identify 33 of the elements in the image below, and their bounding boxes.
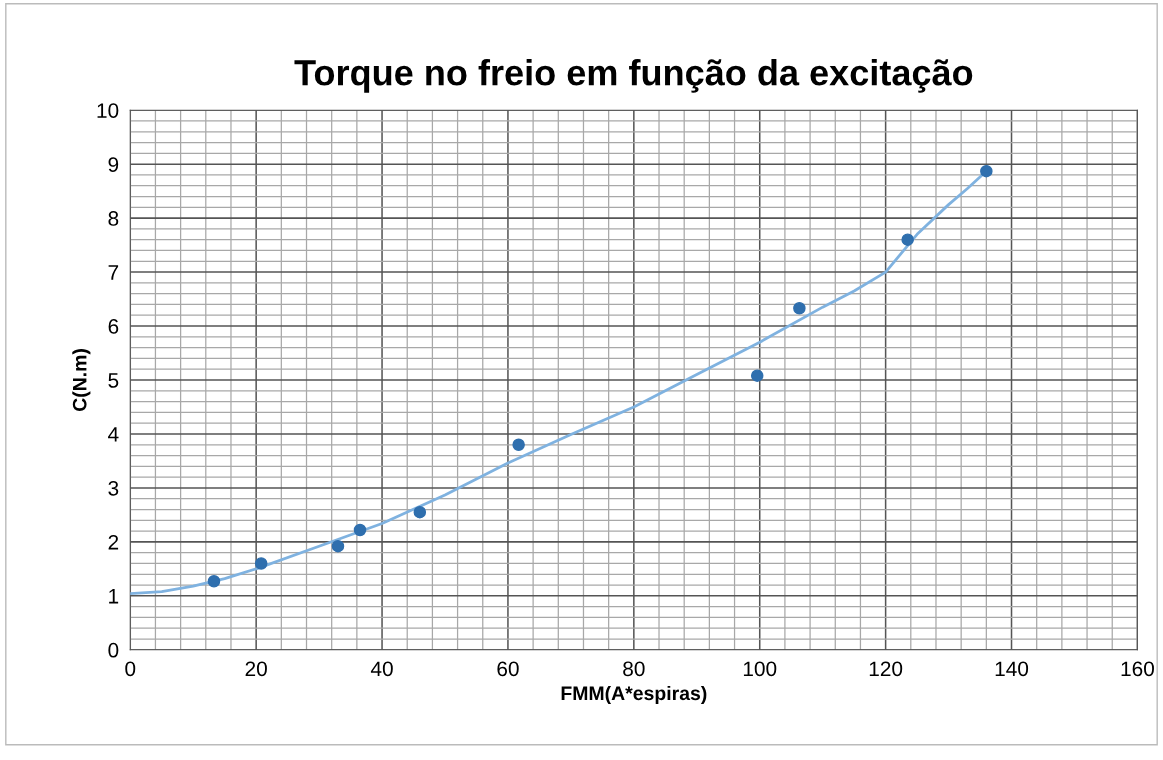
x-tick-label: 0 — [125, 661, 136, 677]
point — [980, 164, 993, 178]
x-axis-title: FMM(A*espiras) — [561, 685, 707, 705]
y-tick-label: 0 — [108, 642, 119, 658]
x-tick-label: 80 — [623, 661, 645, 677]
point — [207, 575, 221, 588]
chart-title: Torque no freio em função da excitação — [294, 59, 973, 93]
y-tick-label: 10 — [97, 103, 119, 118]
point — [901, 233, 914, 246]
x-tick-label: 120 — [869, 661, 903, 677]
y-tick-label: 4 — [108, 427, 119, 442]
point — [750, 369, 764, 382]
y-tick-label: 6 — [108, 319, 119, 334]
point — [512, 438, 525, 452]
point — [254, 557, 268, 570]
point — [331, 539, 345, 553]
x-tick-label: 140 — [995, 661, 1029, 677]
x-tick-label: 40 — [370, 661, 393, 677]
y-tick-label: 2 — [108, 534, 119, 550]
y-tick-label: 9 — [108, 157, 119, 172]
y-axis-title: C(N.m) — [72, 349, 91, 412]
y-tick-label: 7 — [108, 265, 119, 280]
y-tick-label: 5 — [108, 373, 119, 388]
point — [793, 301, 806, 315]
point — [353, 523, 367, 537]
x-tick-label: 100 — [743, 661, 777, 677]
point — [413, 505, 427, 519]
x-tick-label: 60 — [497, 661, 519, 677]
y-tick-label: 1 — [109, 589, 119, 604]
x-tick-label: 20 — [245, 661, 267, 677]
y-tick-label: 3 — [108, 480, 119, 496]
y-tick-label: 8 — [108, 211, 119, 226]
x-tick-label: 160 — [1121, 661, 1154, 677]
